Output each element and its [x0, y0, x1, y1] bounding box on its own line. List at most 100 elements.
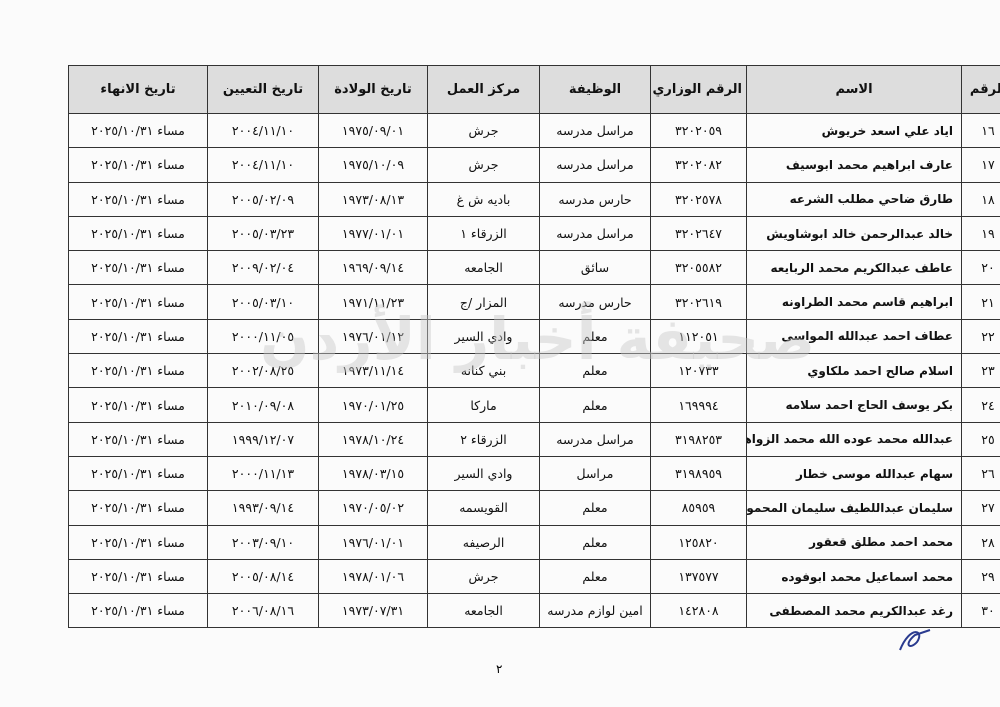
table-cell: سليمان عبداللطيف سليمان المحمود: [746, 490, 962, 526]
table-cell: ٣٢٠٢٠٨٢: [650, 147, 747, 183]
table-cell: محمد احمد مطلق قعقور: [746, 524, 962, 560]
table-cell: ٣١٩٨٢٥٣: [650, 421, 747, 457]
table-cell: وادي السير: [427, 318, 540, 355]
table-cell: ١٩٧٥/٠٩/٠١: [318, 112, 428, 149]
table-cell: ٢٠٠٤/١١/١٠: [207, 147, 319, 183]
table-cell: معلم: [539, 387, 651, 423]
table-cell: مساء ٢٠٢٥/١٠/٣١: [68, 524, 208, 560]
table-row: ٢٦ سهام عبدالله موسى خطار ٣١٩٨٩٥٩ مراسل وادي…: [68, 455, 1000, 492]
table-cell: ١٦٩٩٩٤: [650, 387, 747, 423]
table-cell: مساء ٢٠٢٥/١٠/٣١: [68, 490, 208, 526]
table-cell: مساء ٢٠٢٥/١٠/٣١: [68, 421, 208, 457]
column-header: تاريخ الولادة: [318, 65, 428, 114]
table-cell: المزار /ج: [427, 284, 540, 320]
table-cell: الزرقاء ١: [427, 215, 540, 252]
table-cell: ١٩٩٩/١٢/٠٧: [207, 421, 319, 457]
table-cell: ٢٨: [961, 524, 1000, 560]
table-cell: ١٩٧٣/٠٧/٣١: [318, 593, 428, 629]
table-row: ٢٠ عاطف عبدالكريم محمد الربايعه ٣٢٠٥٥٨٢ سائ…: [68, 250, 1000, 286]
table-cell: مساء ٢٠٢٥/١٠/٣١: [68, 353, 208, 389]
table-cell: مراسل: [539, 455, 651, 492]
table-cell: ٢٤: [961, 387, 1000, 423]
table-cell: ١٩٧٣/١١/١٤: [318, 353, 428, 389]
table-cell: ١٦: [961, 112, 1000, 149]
table-cell: معلم: [539, 318, 651, 355]
column-header: مركز العمل: [427, 65, 540, 114]
table-cell: ٢٠١٠/٠٩/٠٨: [207, 387, 319, 423]
table-cell: مساء ٢٠٢٥/١٠/٣١: [68, 112, 208, 149]
table-cell: ٢١: [961, 284, 1000, 320]
table-cell: جرش: [427, 558, 540, 595]
table-cell: مراسل مدرسه: [539, 112, 651, 149]
table-cell: مساء ٢٠٢٥/١٠/٣١: [68, 387, 208, 423]
table-cell: ١٩٧٦/٠١/٠١: [318, 524, 428, 560]
table-row: ٣٠ رغد عبدالكريم محمد المصطفى ١٤٢٨٠٨ امين ل…: [68, 593, 1000, 629]
table-cell: سائق: [539, 250, 651, 286]
table-row: ١٦ اياد علي اسعد خريوش ٣٢٠٢٠٥٩ مراسل مدرسه ج…: [68, 112, 1000, 149]
table-cell: معلم: [539, 524, 651, 560]
table-cell: جرش: [427, 147, 540, 183]
table-row: ١٨ طارق ضاحي مطلب الشرعه ٣٢٠٢٥٧٨ حارس مدرسه…: [68, 181, 1000, 217]
table-cell: امين لوازم مدرسه: [539, 593, 651, 629]
table-cell: ١٨: [961, 181, 1000, 217]
table-cell: مساء ٢٠٢٥/١٠/٣١: [68, 250, 208, 286]
table-cell: ١٩: [961, 215, 1000, 252]
table-cell: الزرقاء ٢: [427, 421, 540, 457]
table-cell: مساء ٢٠٢٥/١٠/٣١: [68, 558, 208, 595]
table-cell: ٢٠٠٣/٠٩/١٠: [207, 524, 319, 560]
table-cell: معلم: [539, 490, 651, 526]
table-cell: ١٩٧٥/١٠/٠٩: [318, 147, 428, 183]
table-cell: عارف ابراهيم محمد ابوسيف: [746, 147, 962, 183]
table-cell: اسلام صالح احمد ملكاوي: [746, 353, 962, 389]
table-cell: بني كنانه: [427, 353, 540, 389]
table-cell: ٢٠٠٦/٠٨/١٦: [207, 593, 319, 629]
table-cell: ٣٢٠٢٥٧٨: [650, 181, 747, 217]
table-row: ٢١ ابراهيم قاسم محمد الطراونه ٣٢٠٢٦١٩ حارس …: [68, 284, 1000, 320]
table-cell: مراسل مدرسه: [539, 421, 651, 457]
table-cell: ١٩٧٦/٠١/١٢: [318, 318, 428, 355]
table-cell: باديه ش غ: [427, 181, 540, 217]
table-cell: ١٩٧٨/٠١/٠٦: [318, 558, 428, 595]
column-header: الاسم: [746, 65, 962, 114]
table-row: ٢٢ عطاف احمد عبدالله المواسى ١١٢٠٥١ معلم واد…: [68, 318, 1000, 355]
table-cell: الرصيفه: [427, 524, 540, 560]
table-cell: الجامعه: [427, 250, 540, 286]
table-cell: حارس مدرسه: [539, 284, 651, 320]
table-cell: مساء ٢٠٢٥/١٠/٣١: [68, 284, 208, 320]
table-cell: ٢٩: [961, 558, 1000, 595]
table-cell: عطاف احمد عبدالله المواسى: [746, 318, 962, 355]
table-row: ٢٨ محمد احمد مطلق قعقور ١٢٥٨٢٠ معلم الرصيفه ١…: [68, 524, 1000, 560]
table-cell: ١٩٦٩/٠٩/١٤: [318, 250, 428, 286]
table-cell: ٢٠٠٠/١١/٠٥: [207, 318, 319, 355]
table-cell: عاطف عبدالكريم محمد الربايعه: [746, 250, 962, 286]
table-cell: مراسل مدرسه: [539, 147, 651, 183]
column-header: الرقم: [961, 65, 1000, 114]
column-header: الوظيفة: [539, 65, 651, 114]
table-cell: ٢٠٠٥/٠٨/١٤: [207, 558, 319, 595]
table-cell: ٢٠٠٥/٠٢/٠٩: [207, 181, 319, 217]
table-cell: جرش: [427, 112, 540, 149]
table-cell: ٢٣: [961, 353, 1000, 389]
table-cell: ٣٢٠٥٥٨٢: [650, 250, 747, 286]
table-cell: حارس مدرسه: [539, 181, 651, 217]
table-cell: ١٢٠٧٣٣: [650, 353, 747, 389]
table-cell: ٢٧: [961, 490, 1000, 526]
table-cell: ٢٠: [961, 250, 1000, 286]
table-cell: ١١٢٠٥١: [650, 318, 747, 355]
table-cell: مساء ٢٠٢٥/١٠/٣١: [68, 181, 208, 217]
table-cell: ٣٢٠٢٦٤٧: [650, 215, 747, 252]
table-cell: ٢٢: [961, 318, 1000, 355]
table-row: ٢٥ عبدالله محمد عوده الله محمد الزواهره ٣١…: [68, 421, 1000, 457]
table-cell: ١٤٢٨٠٨: [650, 593, 747, 629]
table-cell: معلم: [539, 353, 651, 389]
table-cell: ١٧: [961, 147, 1000, 183]
table-cell: عبدالله محمد عوده الله محمد الزواهره: [746, 421, 962, 457]
signature: [899, 629, 931, 651]
table-cell: ٨٥٩٥٩: [650, 490, 747, 526]
table-cell: ١٩٧٠/٠٥/٠٢: [318, 490, 428, 526]
table-cell: مساء ٢٠٢٥/١٠/٣١: [68, 593, 208, 629]
table-cell: وادي السير: [427, 455, 540, 492]
table-cell: ٢٠٠٩/٠٢/٠٤: [207, 250, 319, 286]
